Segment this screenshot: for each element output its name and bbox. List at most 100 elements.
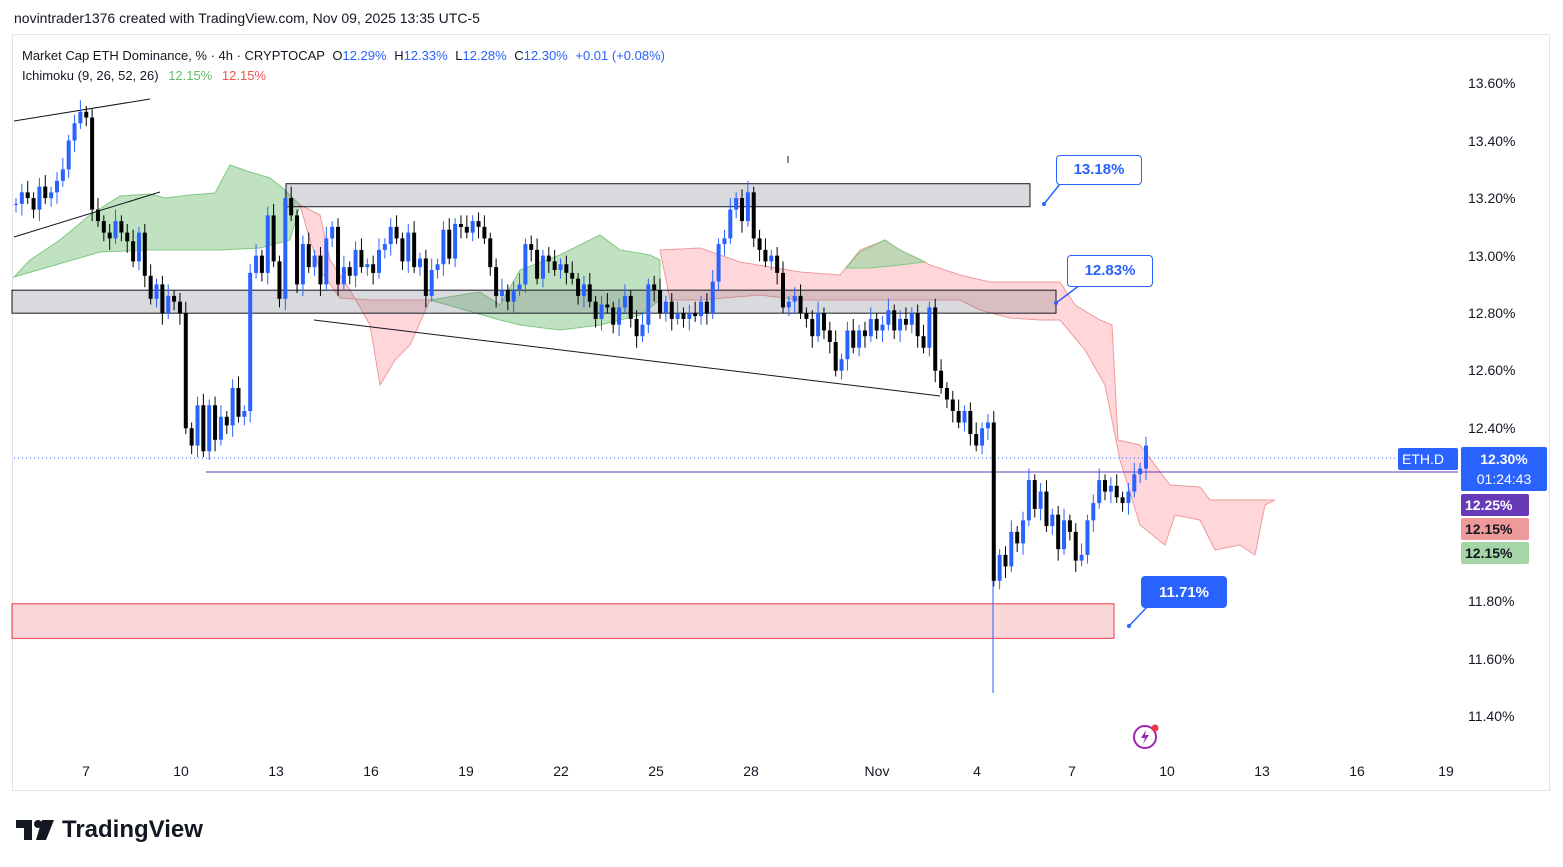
candle-body <box>1126 491 1131 504</box>
candle-body <box>347 267 352 276</box>
candle-body <box>634 318 639 337</box>
candles <box>14 100 1148 693</box>
candle-body <box>892 310 897 331</box>
level-callout-13.18[interactable]: 13.18% <box>1056 155 1142 185</box>
x-tick-13b: 13 <box>1254 763 1270 779</box>
candle-body <box>775 255 780 273</box>
candle-body <box>78 111 83 124</box>
callout-anchor-1 <box>1042 202 1046 206</box>
candle-body <box>962 411 967 423</box>
level-callout-12.83[interactable]: 12.83% <box>1067 255 1153 287</box>
candle-body <box>499 290 504 296</box>
candle-body <box>1056 514 1061 550</box>
candle-body <box>494 267 499 296</box>
candle-body <box>593 301 598 319</box>
y-tick-13.40: 13.40% <box>1468 133 1516 149</box>
candle-body <box>172 295 177 302</box>
candle-body <box>470 221 475 233</box>
candle-body <box>1144 445 1148 469</box>
legend-indicator-value-1: 12.15% <box>168 68 213 83</box>
candle-body <box>821 313 826 331</box>
candle-body <box>745 192 750 222</box>
zones <box>11 183 1115 639</box>
candle-body <box>728 209 733 239</box>
candle-body <box>622 295 627 308</box>
ichimoku-cloud <box>12 164 1276 556</box>
x-tick-10: 10 <box>173 763 189 779</box>
chart-frame <box>12 34 1550 791</box>
candle-body <box>177 301 182 314</box>
candle-body <box>1009 531 1014 567</box>
legend-low-label: L <box>455 48 463 63</box>
candle-body <box>166 295 171 314</box>
candle-body <box>37 186 42 210</box>
candle-body <box>476 221 481 227</box>
candle-body <box>1062 520 1067 550</box>
legend-indicator-name[interactable]: Ichimoku (9, 26, 52, 26) <box>22 68 159 83</box>
resistance-zone <box>285 183 1031 208</box>
candle-body <box>956 411 961 423</box>
candle-body <box>195 405 200 446</box>
candle-body <box>277 261 282 299</box>
x-tick-4: 4 <box>973 763 981 779</box>
candle-body <box>453 223 458 259</box>
candle-body <box>236 387 241 417</box>
tradingview-logo-icon <box>16 820 54 840</box>
candle-body <box>1032 480 1037 509</box>
legend-high-label: H <box>394 48 404 63</box>
tradingview-logo[interactable]: TradingView <box>16 816 203 844</box>
candle-body <box>295 215 300 285</box>
lightning-alert-icon[interactable] <box>1133 724 1159 750</box>
candle-body <box>14 203 18 205</box>
candle-body <box>915 313 920 337</box>
cloud-green-3 <box>844 239 927 269</box>
overlays <box>787 156 1149 628</box>
symbol-tag[interactable]: ETH.D <box>1398 448 1458 470</box>
demand-zone <box>11 603 1115 639</box>
candle-body <box>412 232 417 268</box>
candle-body <box>827 330 832 342</box>
candle-body <box>101 221 106 233</box>
candle-body <box>839 359 844 371</box>
candle-body <box>382 244 387 250</box>
candle-body <box>786 301 791 308</box>
descending-trend-line <box>313 319 941 397</box>
candle-body <box>546 255 551 262</box>
cloud-green-2 <box>429 234 661 331</box>
y-tick-12.60: 12.60% <box>1468 362 1516 378</box>
level-callout-11.71[interactable]: 11.71% <box>1141 576 1227 608</box>
candle-body <box>669 301 674 319</box>
candle-body <box>183 313 188 429</box>
legend-symbol[interactable]: Market Cap ETH Dominance, % · 4h · CRYPT… <box>22 48 325 63</box>
candle-body <box>757 238 762 250</box>
candle-body <box>1120 497 1125 504</box>
candle-body <box>447 229 452 259</box>
y-tick-13.60: 13.60% <box>1468 75 1516 91</box>
candle-body <box>570 272 575 279</box>
candle-body <box>704 301 709 314</box>
candle-body <box>213 405 218 440</box>
candle-body <box>810 318 815 337</box>
candle-body <box>833 341 838 371</box>
candle-body <box>599 304 604 319</box>
x-tick-7: 7 <box>82 763 90 779</box>
candle-body <box>716 244 721 282</box>
candle-body <box>242 411 247 417</box>
candle-body <box>529 244 534 250</box>
candle-body <box>435 264 440 271</box>
candle-body <box>119 221 124 233</box>
candle-body <box>160 284 165 314</box>
y-tick-13.20: 13.20% <box>1468 190 1516 206</box>
candle-body <box>148 275 153 299</box>
candle-body <box>136 232 141 262</box>
candle-body <box>874 318 879 331</box>
candle-body <box>154 284 159 299</box>
candle-body <box>687 313 692 319</box>
candle-body <box>740 198 745 222</box>
candle-body <box>353 249 358 276</box>
candle-body <box>1038 491 1043 509</box>
candle-body <box>710 281 715 314</box>
candle-body <box>640 324 645 337</box>
last-price-tag[interactable]: 12.30% 01:24:43 <box>1461 447 1547 491</box>
